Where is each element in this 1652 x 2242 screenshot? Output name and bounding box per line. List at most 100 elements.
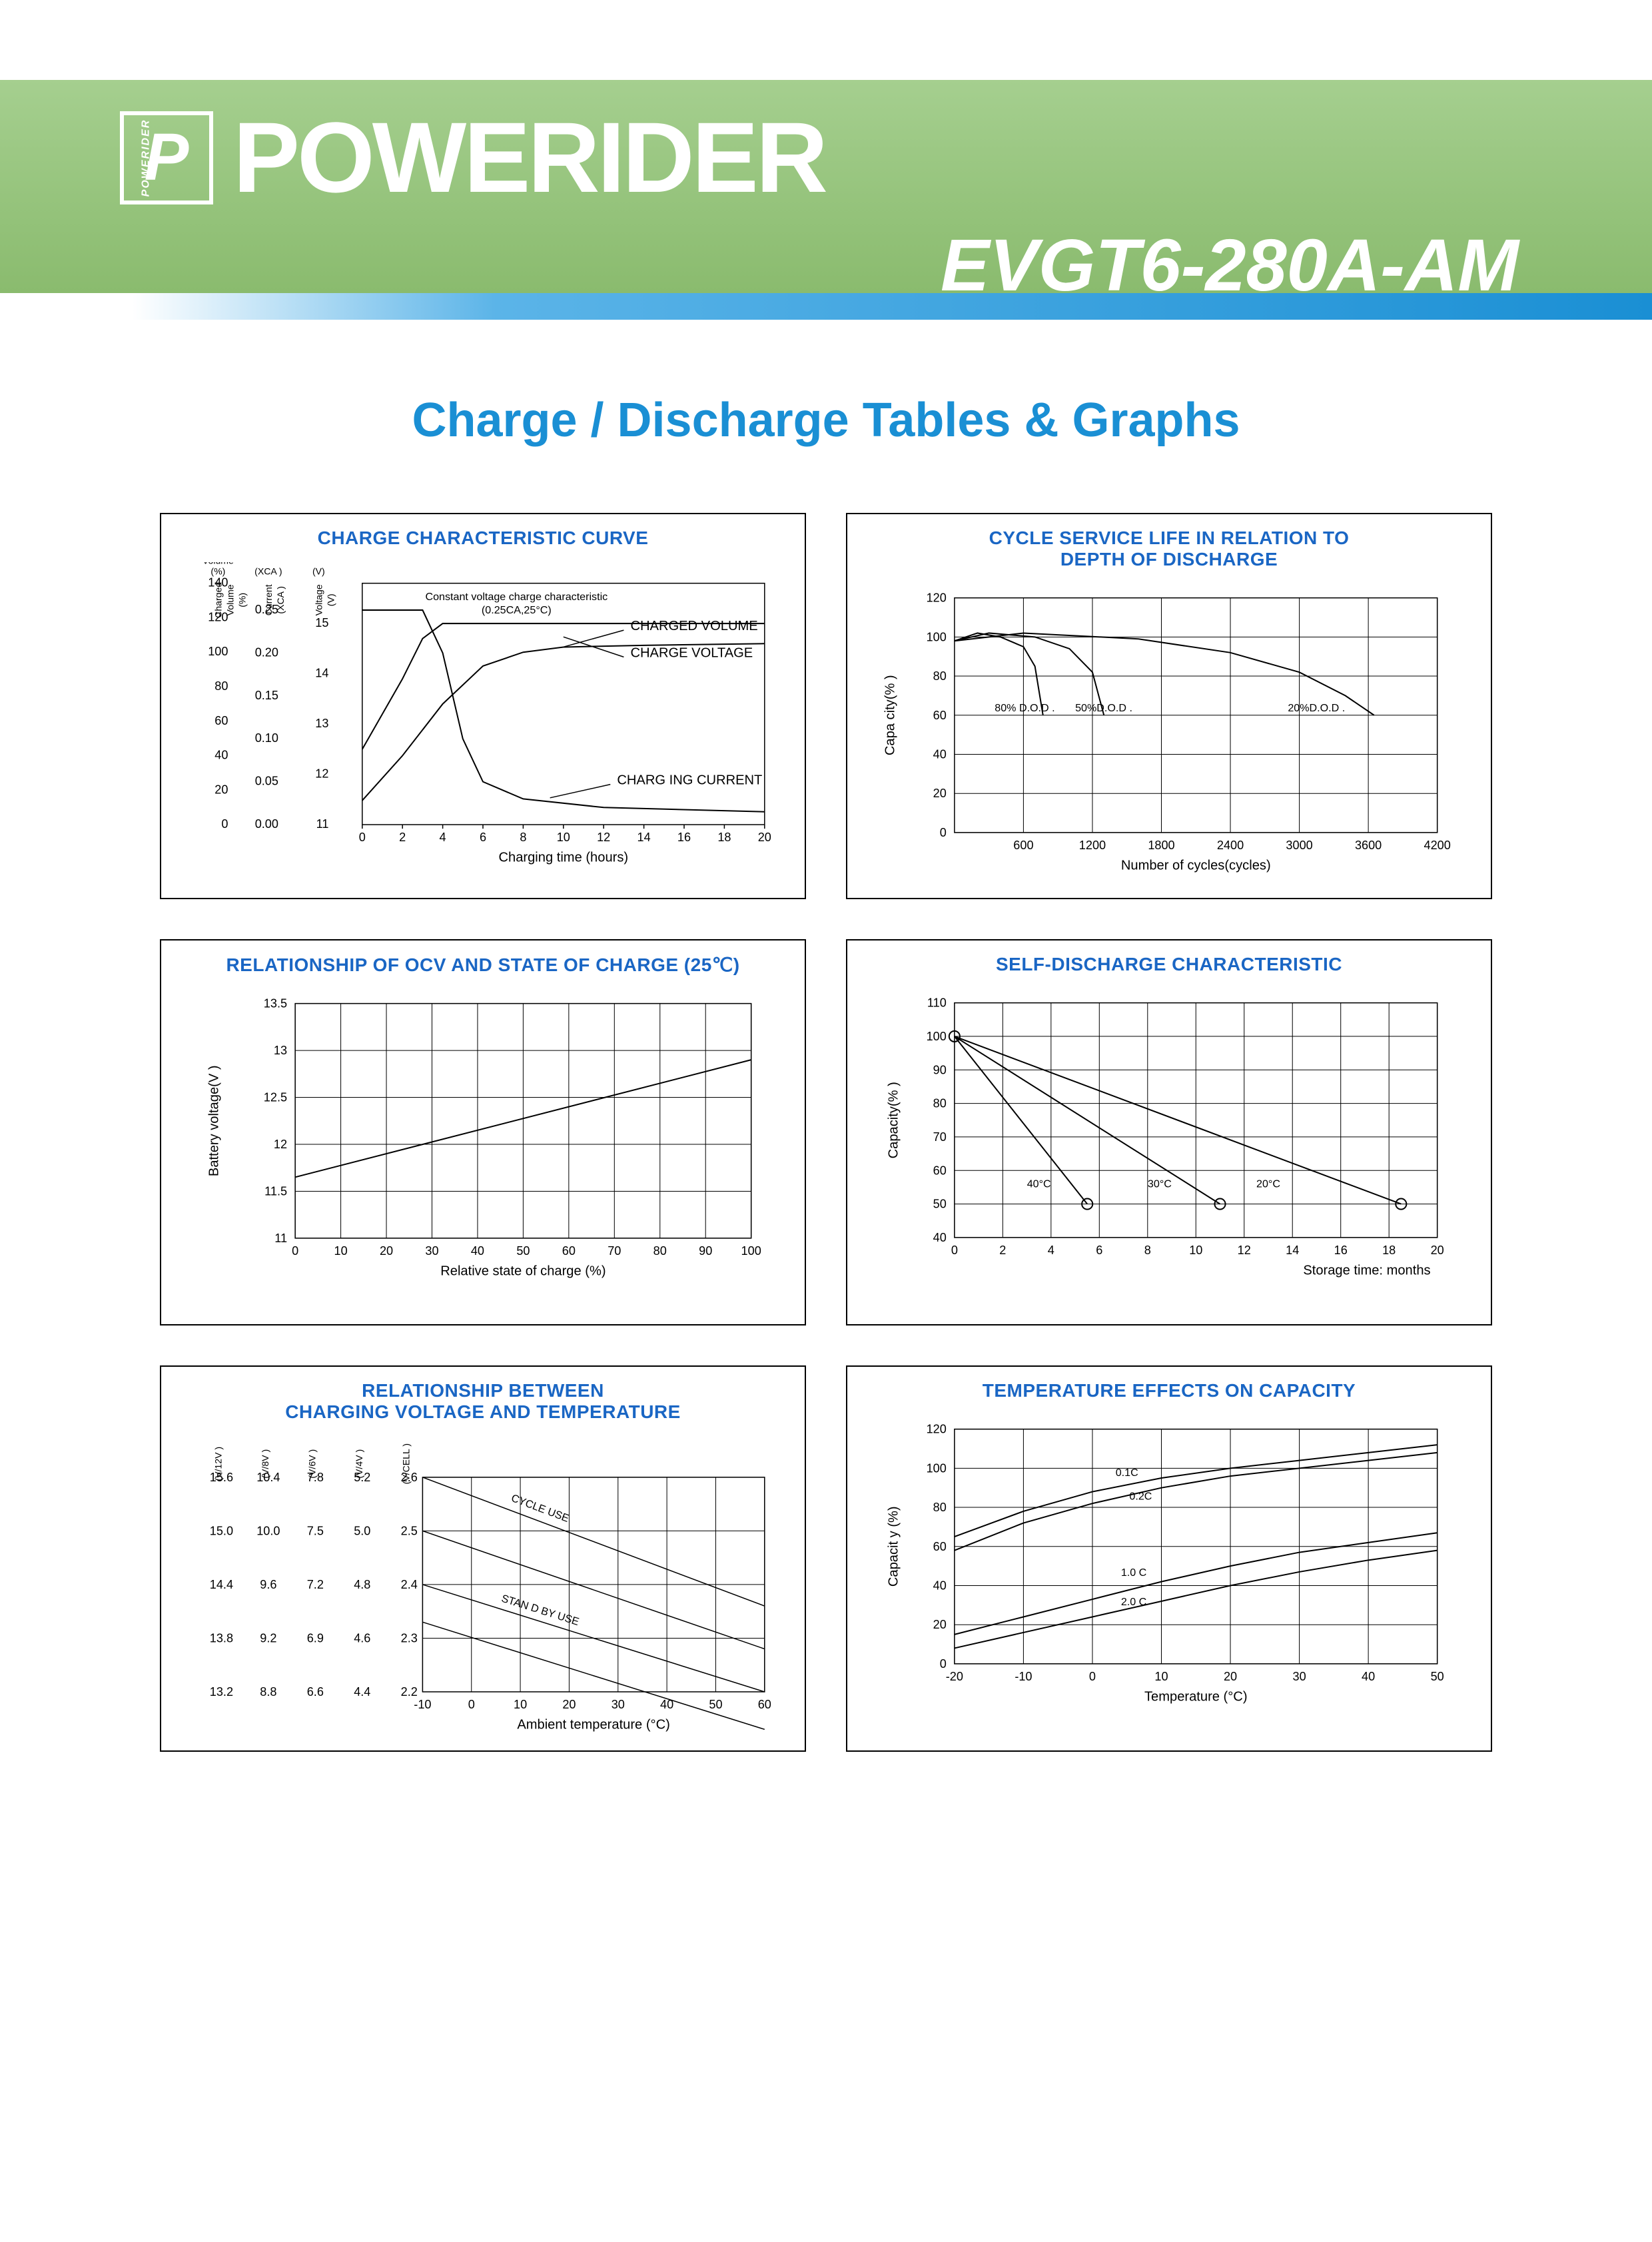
svg-text:100: 100 (927, 630, 947, 643)
svg-text:4200: 4200 (1424, 839, 1451, 852)
svg-text:7.8: 7.8 (307, 1471, 324, 1484)
panel-ocv-soc: RELATIONSHIP OF OCV AND STATE OF CHARGE … (160, 939, 806, 1325)
svg-text:13: 13 (274, 1044, 287, 1057)
svg-text:0: 0 (951, 1244, 958, 1257)
svg-text:120: 120 (208, 610, 228, 623)
chart-cycle-life: 6001200180024003000360042000204060801001… (867, 583, 1471, 894)
svg-text:Battery voltage(V ): Battery voltage(V ) (206, 1065, 221, 1176)
logo: POWERIDER P POWERIDER (120, 100, 825, 215)
svg-text:6: 6 (1096, 1244, 1102, 1257)
svg-text:120: 120 (927, 591, 947, 605)
svg-text:20: 20 (380, 1244, 393, 1258)
svg-text:70: 70 (608, 1244, 621, 1258)
chart-charge-curve: 02468101214161820Charging time (hours)Ch… (181, 562, 785, 873)
svg-text:40: 40 (933, 1231, 947, 1244)
svg-text:11: 11 (274, 1232, 287, 1245)
svg-text:100: 100 (741, 1244, 761, 1258)
panel-temp-cap: TEMPERATURE EFFECTS ON CAPACITY -20-1001… (846, 1365, 1492, 1752)
chart-self-discharge: 02468101214161820405060708090100110Stora… (867, 988, 1471, 1299)
svg-text:(V): (V) (312, 566, 325, 577)
svg-text:Ambient temperature (°C): Ambient temperature (°C) (517, 1717, 670, 1732)
svg-text:20: 20 (758, 831, 771, 844)
svg-text:120: 120 (927, 1423, 947, 1436)
svg-text:0: 0 (359, 831, 366, 844)
svg-text:2.0 C: 2.0 C (1121, 1596, 1147, 1608)
svg-text:60: 60 (933, 1540, 947, 1553)
logo-side-text: POWERIDER (140, 119, 152, 196)
panel-cycle-life: CYCLE SERVICE LIFE IN RELATION TODEPTH O… (846, 513, 1492, 899)
svg-text:50: 50 (1431, 1670, 1444, 1683)
svg-text:4.6: 4.6 (354, 1632, 370, 1645)
svg-text:-10: -10 (414, 1698, 431, 1711)
svg-text:Temperature (°C): Temperature (°C) (1144, 1689, 1248, 1704)
svg-text:13.2: 13.2 (210, 1685, 233, 1698)
svg-text:14.4: 14.4 (210, 1578, 233, 1591)
svg-text:12: 12 (315, 767, 328, 781)
svg-text:14: 14 (315, 667, 328, 680)
svg-text:80: 80 (214, 679, 228, 693)
panel-charge-curve: CHARGE CHARACTERISTIC CURVE 024681012141… (160, 513, 806, 899)
svg-text:(V): (V) (326, 593, 336, 606)
svg-text:13.8: 13.8 (210, 1632, 233, 1645)
svg-text:15.0: 15.0 (210, 1524, 233, 1537)
svg-text:2: 2 (999, 1244, 1006, 1257)
svg-text:60: 60 (214, 714, 228, 727)
panel-title: RELATIONSHIP OF OCV AND STATE OF CHARGE … (181, 954, 785, 976)
svg-text:6: 6 (480, 831, 486, 844)
svg-text:0.20: 0.20 (255, 645, 278, 659)
svg-text:Capa city(% ): Capa city(% ) (883, 675, 897, 755)
panel-title: SELF-DISCHARGE CHARACTERISTIC (867, 954, 1471, 975)
svg-text:4.8: 4.8 (354, 1578, 370, 1591)
svg-text:8: 8 (520, 831, 526, 844)
svg-text:Voltage: Voltage (313, 584, 324, 615)
svg-text:(%): (%) (210, 566, 225, 577)
svg-text:10: 10 (1154, 1670, 1168, 1683)
svg-text:16: 16 (1334, 1244, 1348, 1257)
svg-text:18: 18 (1382, 1244, 1396, 1257)
svg-text:10: 10 (514, 1698, 527, 1711)
svg-text:0.25: 0.25 (255, 603, 278, 616)
svg-text:90: 90 (699, 1244, 712, 1258)
svg-text:2: 2 (399, 831, 406, 844)
svg-text:Capacity(% ): Capacity(% ) (886, 1082, 901, 1158)
svg-text:50: 50 (516, 1244, 530, 1258)
chart-temp-cap: -20-1001020304050020406080100120Temperat… (867, 1415, 1471, 1725)
page-title: Charge / Discharge Tables & Graphs (0, 393, 1652, 448)
svg-text:50%D.O.D .: 50%D.O.D . (1075, 702, 1132, 714)
svg-text:0: 0 (221, 817, 228, 831)
svg-text:CHARGE VOLTAGE: CHARGE VOLTAGE (630, 645, 753, 660)
svg-text:-20: -20 (946, 1670, 963, 1683)
svg-text:20: 20 (1224, 1670, 1237, 1683)
svg-text:6.9: 6.9 (307, 1632, 324, 1645)
svg-text:90: 90 (933, 1063, 947, 1076)
svg-text:40: 40 (933, 748, 947, 761)
svg-text:9.2: 9.2 (260, 1632, 276, 1645)
brand-text: POWERIDER (233, 100, 825, 215)
svg-text:14: 14 (1286, 1244, 1299, 1257)
svg-text:0.10: 0.10 (255, 731, 278, 745)
svg-text:Storage time: months: Storage time: months (1303, 1263, 1430, 1278)
svg-text:3600: 3600 (1355, 839, 1382, 852)
svg-text:50: 50 (933, 1198, 947, 1211)
svg-text:0: 0 (292, 1244, 298, 1258)
svg-text:0: 0 (1089, 1670, 1096, 1683)
svg-text:80: 80 (653, 1244, 667, 1258)
svg-text:STAN D BY USE: STAN D BY USE (500, 1593, 581, 1628)
svg-text:40: 40 (214, 749, 228, 762)
svg-text:2.2: 2.2 (401, 1685, 418, 1698)
svg-text:4: 4 (1048, 1244, 1054, 1257)
panel-volt-temp: RELATIONSHIP BETWEENCHARGING VOLTAGE AND… (160, 1365, 806, 1752)
svg-text:7.5: 7.5 (307, 1524, 324, 1537)
svg-text:30: 30 (612, 1698, 625, 1711)
svg-text:10: 10 (1189, 1244, 1202, 1257)
svg-text:18: 18 (717, 831, 731, 844)
panel-title: CHARGE CHARACTERISTIC CURVE (181, 528, 785, 549)
svg-text:CHARGED VOLUME: CHARGED VOLUME (630, 619, 757, 633)
svg-text:40: 40 (933, 1579, 947, 1593)
svg-text:0: 0 (940, 1657, 947, 1671)
svg-text:140: 140 (208, 576, 228, 589)
svg-text:-10: -10 (1015, 1670, 1032, 1683)
blue-strip (0, 293, 1652, 320)
svg-text:1200: 1200 (1079, 839, 1106, 852)
svg-text:80% D.O.D .: 80% D.O.D . (995, 702, 1054, 714)
